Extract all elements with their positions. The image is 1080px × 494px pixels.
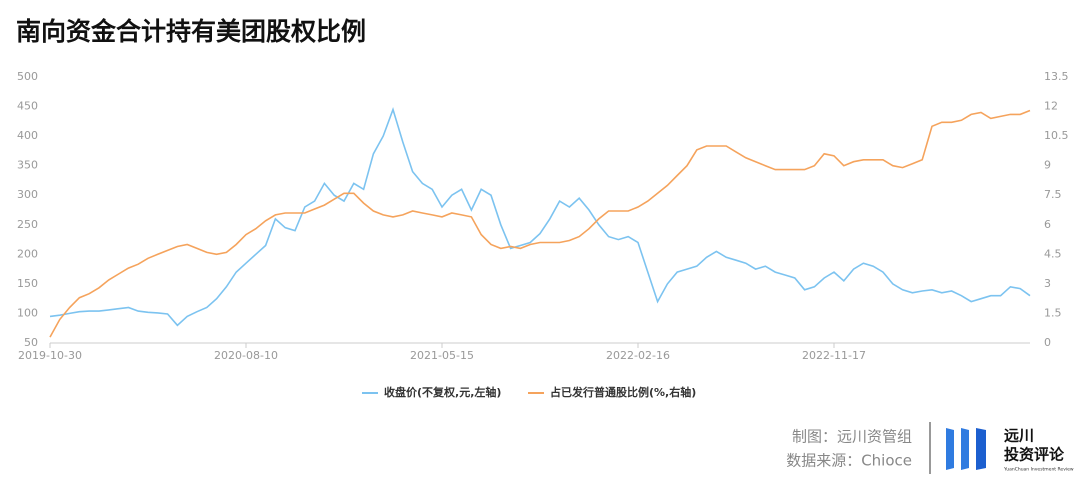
x-tick-label: 2019-10-30 (18, 349, 82, 362)
y2-tick-label: 7.5 (1044, 188, 1062, 201)
chart-title: 南向资金合计持有美团股权比例 (16, 17, 366, 46)
y2-tick-label: 6 (1044, 218, 1051, 231)
y-tick-label: 450 (17, 100, 38, 113)
y2-tick-label: 12 (1044, 100, 1058, 113)
credit: 制图：远川资管组 (792, 428, 912, 446)
y-tick-label: 150 (17, 277, 38, 290)
x-tick-label: 2021-05-15 (410, 349, 474, 362)
logo-mark (946, 428, 986, 470)
y2-tick-label: 4.5 (1044, 247, 1062, 260)
logo-english: YuanChuan Investment Review (1003, 467, 1074, 473)
source: 数据来源：Chioce (786, 452, 912, 470)
logo-subtitle: 投资评论 (1004, 446, 1065, 464)
line-series (49, 106, 1031, 327)
y-tick-label: 200 (17, 247, 38, 260)
y-tick-label: 100 (17, 306, 38, 319)
y-tick-label: 350 (17, 159, 38, 172)
x-tick-label: 2022-02-16 (606, 349, 670, 362)
y-tick-label: 250 (17, 218, 38, 231)
line-series (49, 109, 1031, 338)
y2-tick-label: 13.5 (1044, 70, 1069, 83)
y-tick-label: 400 (17, 129, 38, 142)
x-tick-label: 2020-08-10 (214, 349, 278, 362)
y2-tick-label: 0 (1044, 336, 1051, 349)
y2-tick-label: 9 (1044, 159, 1051, 172)
y-tick-label: 500 (17, 70, 38, 83)
logo-name: 远川 (1004, 427, 1034, 445)
legend-label: 收盘价(不复权,元,左轴) (384, 385, 501, 399)
y2-tick-label: 3 (1044, 277, 1051, 290)
y2-tick-label: 1.5 (1044, 306, 1062, 319)
y-tick-label: 300 (17, 188, 38, 201)
legend-label: 占已发行普通股比例(%,右轴) (550, 385, 696, 399)
y2-tick-label: 10.5 (1044, 129, 1069, 142)
y-tick-label: 50 (24, 336, 38, 349)
x-tick-label: 2022-11-17 (802, 349, 866, 362)
